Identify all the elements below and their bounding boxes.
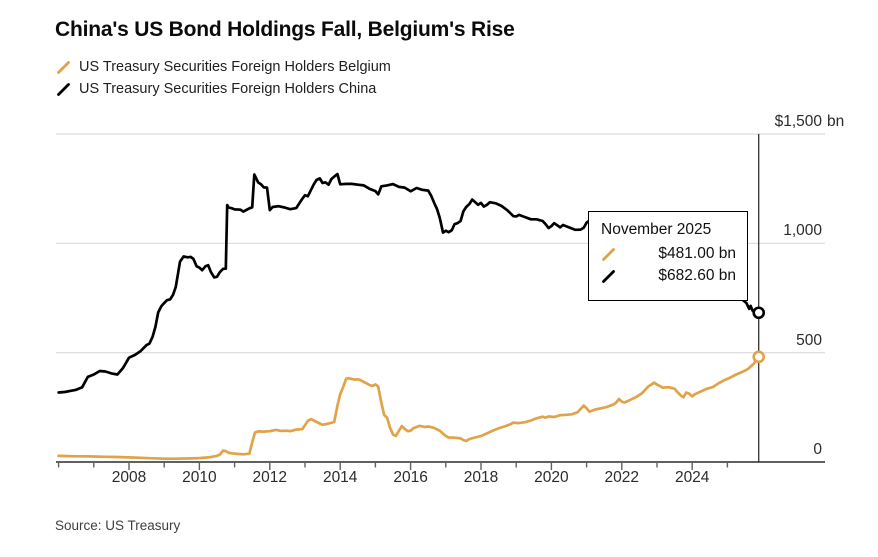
tooltip-row-belgium: $481.00 bn: [601, 243, 736, 265]
legend-item-china: US Treasury Securities Foreign Holders C…: [56, 78, 391, 100]
y-axis-label: 500: [796, 331, 822, 349]
china-slash-icon: [57, 82, 70, 96]
tooltip-date: November 2025: [601, 221, 712, 238]
x-axis-label: 2008: [111, 469, 147, 486]
end-marker-belgium: [752, 350, 766, 364]
x-axis-label: 2014: [322, 469, 358, 486]
belgium-slash-icon: [602, 247, 615, 261]
end-marker-china: [752, 306, 766, 320]
x-axis-label: 2016: [393, 469, 428, 486]
y-axis-label: $1,500 bn: [774, 113, 845, 130]
page-title: China's US Bond Holdings Fall, Belgium's…: [55, 18, 515, 41]
tooltip-value-belgium: $481.00 bn: [658, 245, 736, 262]
x-axis-label: 2020: [534, 469, 569, 486]
tooltip-row-china: $682.60 bn: [601, 265, 736, 287]
tooltip-value-china: $682.60 bn: [658, 267, 736, 284]
x-axis-label: 2024: [674, 469, 710, 486]
source-label: Source: US Treasury: [55, 518, 181, 533]
series-line-belgium: [57, 355, 761, 461]
x-axis-label: 2010: [182, 469, 217, 486]
chart-tooltip: November 2025 $481.00 bn $682.60 bn: [588, 211, 748, 301]
china-slash-icon: [602, 269, 615, 283]
legend-label-china: US Treasury Securities Foreign Holders C…: [79, 81, 377, 97]
legend-item-belgium: US Treasury Securities Foreign Holders B…: [56, 56, 391, 78]
y-axis-unit: bn: [827, 113, 845, 130]
legend: US Treasury Securities Foreign Holders B…: [56, 56, 391, 100]
belgium-slash-icon: [57, 60, 70, 74]
y-axis-label: 0: [813, 441, 822, 458]
y-axis-label: 1,000: [783, 222, 822, 240]
x-axis-label: 2012: [252, 469, 288, 486]
legend-label-belgium: US Treasury Securities Foreign Holders B…: [79, 59, 391, 75]
x-axis-label: 2022: [604, 469, 640, 486]
x-axis-label: 2018: [463, 469, 499, 486]
